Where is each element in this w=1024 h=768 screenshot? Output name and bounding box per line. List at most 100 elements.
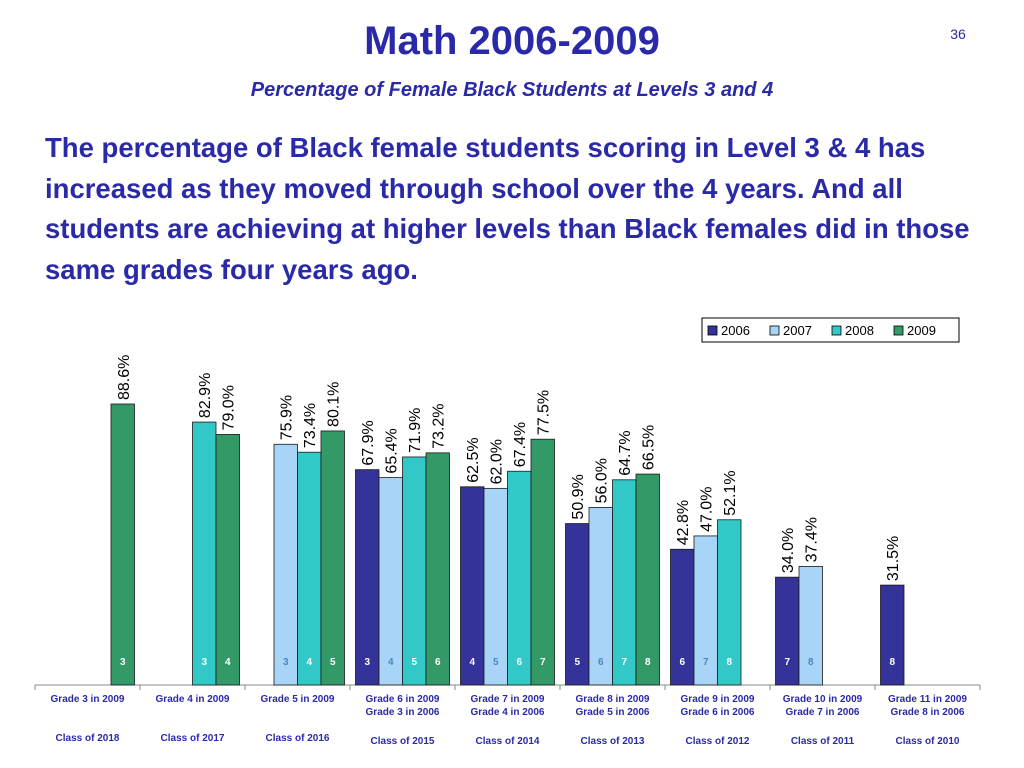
data-label: 71.9% (407, 408, 424, 453)
bar-level-label: 3 (364, 657, 370, 668)
bar-level-label: 6 (598, 657, 604, 668)
x-tick-sublabel: Grade 7 in 2006 (786, 707, 860, 718)
x-tick-sublabel: Grade 5 in 2006 (576, 707, 650, 718)
data-label: 47.0% (699, 487, 716, 532)
bar (402, 456, 427, 686)
bar (483, 487, 508, 686)
bar-level-label: 8 (889, 657, 895, 668)
x-tick-label: Grade 9 in 2009 (681, 694, 755, 705)
data-label: 79.0% (221, 385, 238, 430)
bar (192, 421, 217, 686)
bar (798, 565, 823, 686)
x-tick-label: Grade 10 in 2009 (783, 694, 863, 705)
data-label: 82.9% (197, 373, 214, 418)
bar-level-label: 3 (120, 657, 126, 668)
bar-level-label: 7 (621, 657, 627, 668)
x-tick-label: Grade 8 in 2009 (576, 694, 650, 705)
data-label: 75.9% (279, 395, 296, 440)
x-tick-label: Grade 6 in 2009 (366, 694, 440, 705)
data-label: 37.4% (804, 517, 821, 562)
data-label: 77.5% (536, 390, 553, 435)
data-label: 56.0% (594, 458, 611, 503)
legend-label: 2007 (783, 323, 812, 338)
x-tick-sublabel: Grade 4 in 2006 (471, 707, 545, 718)
data-label: 52.1% (722, 470, 739, 515)
bar-level-label: 5 (574, 657, 580, 668)
bar (110, 403, 135, 686)
legend-box (701, 317, 960, 343)
data-label: 42.8% (675, 500, 692, 545)
data-label: 73.4% (302, 403, 319, 448)
data-label: 31.5% (885, 536, 902, 581)
slide-body-text: The percentage of Black female students … (45, 132, 970, 285)
x-tick-sublabel: Grade 3 in 2006 (366, 707, 440, 718)
class-label: Class of 2018 (56, 733, 120, 744)
slide-subtitle: Percentage of Female Black Students at L… (250, 79, 774, 101)
legend-label: 2009 (907, 323, 936, 338)
bar-level-label: 5 (411, 657, 417, 668)
bar-level-label: 6 (679, 657, 685, 668)
data-label: 66.5% (641, 425, 658, 470)
bar (460, 486, 485, 686)
chart-area: 2006 2007 2008 2009 88.6% 3 Grade 3 in 2009 Cla… (0, 310, 1024, 768)
legend-label: 2008 (845, 323, 874, 338)
data-label: 88.6% (116, 355, 133, 400)
x-tick-label: Grade 3 in 2009 (51, 694, 125, 705)
x-tick-label: Grade 4 in 2009 (156, 694, 230, 705)
bar (775, 576, 800, 686)
bar-level-label: 7 (703, 657, 709, 668)
data-label: 62.0% (489, 439, 506, 484)
class-label: Class of 2016 (266, 733, 330, 744)
data-label: 73.2% (431, 403, 448, 448)
bar-level-label: 6 (435, 657, 441, 668)
data-label: 64.7% (617, 430, 634, 475)
bar-level-label: 8 (808, 657, 814, 668)
bar-level-label: 5 (330, 657, 336, 668)
legend-label: 2006 (721, 323, 750, 338)
legend-swatch (769, 325, 780, 336)
bar (273, 443, 298, 686)
bar (507, 470, 532, 686)
bar-level-label: 7 (784, 657, 790, 668)
data-label: 65.4% (384, 428, 401, 473)
bar-level-label: 4 (388, 657, 394, 668)
data-label: 50.9% (570, 474, 587, 519)
bar (530, 438, 555, 686)
class-label: Class of 2010 (896, 736, 960, 747)
bar-level-label: 3 (283, 657, 289, 668)
bar (635, 473, 660, 686)
bar (425, 452, 450, 686)
x-tick-sublabel: Grade 8 in 2006 (891, 707, 965, 718)
data-label: 62.5% (465, 437, 482, 482)
bar (378, 477, 403, 686)
bar-level-label: 8 (645, 657, 651, 668)
bar-level-label: 3 (201, 657, 207, 668)
class-label: Class of 2013 (581, 736, 645, 747)
data-label: 34.0% (780, 528, 797, 573)
bar (612, 479, 637, 686)
bar-level-label: 6 (516, 657, 522, 668)
bar-level-label: 4 (225, 657, 231, 668)
x-tick-label: Grade 7 in 2009 (471, 694, 545, 705)
bar-level-label: 4 (306, 657, 312, 668)
bar-level-label: 7 (540, 657, 546, 668)
class-label: Class of 2012 (686, 736, 750, 747)
bar (717, 519, 742, 686)
bar-level-label: 8 (726, 657, 732, 668)
bar (297, 451, 322, 686)
bar-chart: 2006 2007 2008 2009 88.6% 3 Grade 3 in 2009 Cla… (34, 317, 981, 747)
legend-swatch (831, 325, 842, 336)
legend-swatch (893, 325, 904, 336)
class-label: Class of 2015 (371, 736, 435, 747)
x-tick-label: Grade 5 in 2009 (261, 694, 335, 705)
bar (880, 584, 905, 686)
bar (215, 434, 240, 686)
bar (355, 469, 380, 686)
x-tick-label: Grade 11 in 2009 (888, 694, 967, 705)
slide-number: 36 (950, 26, 966, 42)
legend-swatch (707, 325, 718, 336)
x-tick-sublabel: Grade 6 in 2006 (681, 707, 755, 718)
class-label: Class of 2014 (476, 736, 540, 747)
bar (320, 430, 345, 686)
slide-title: Math 2006-2009 (364, 19, 660, 63)
